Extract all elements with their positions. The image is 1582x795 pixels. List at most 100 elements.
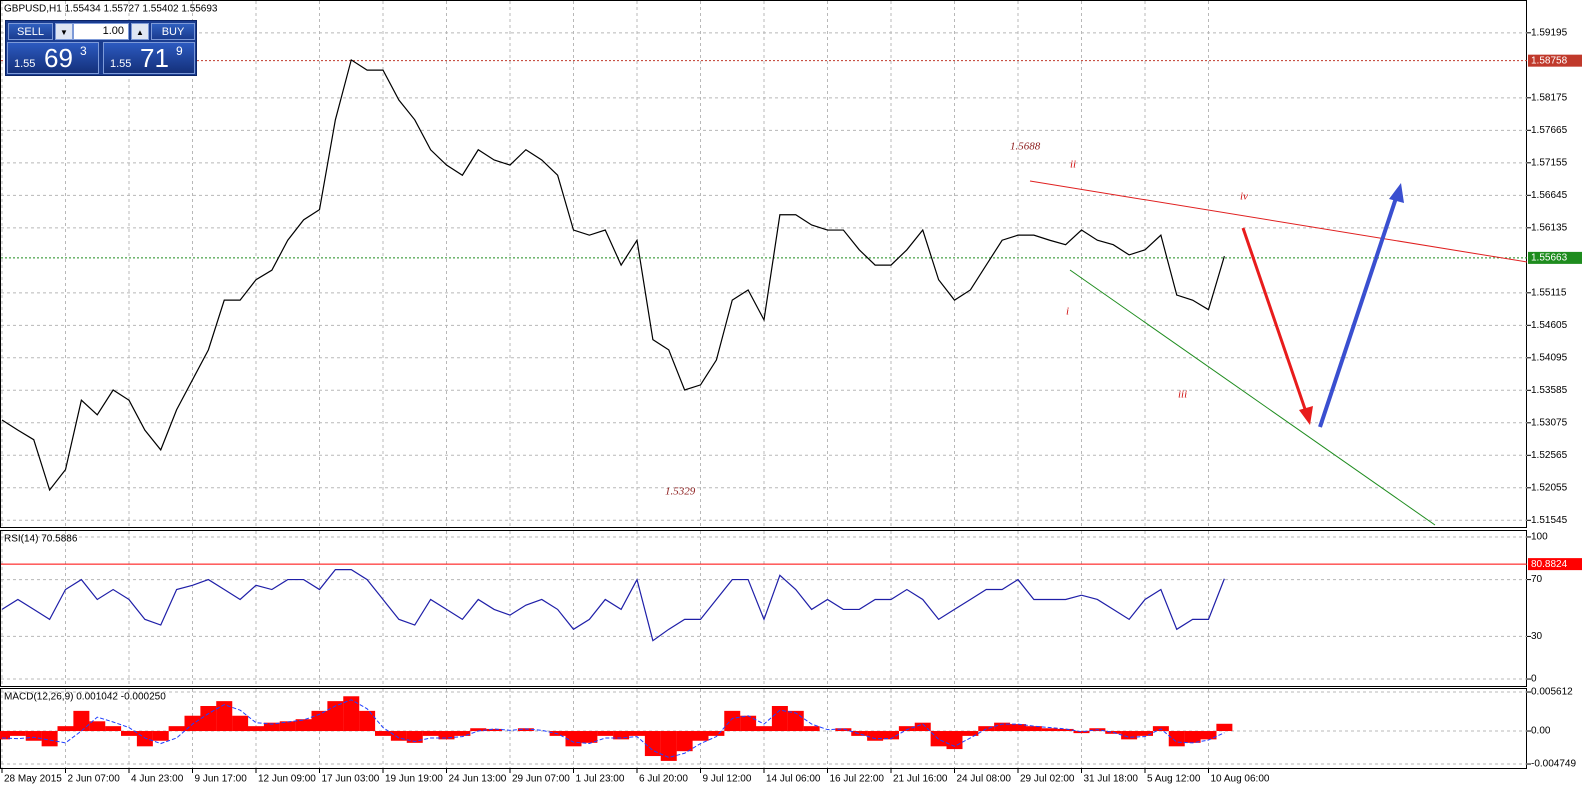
histogram-bar xyxy=(343,696,360,732)
y-tick-label: 1.54605 xyxy=(1531,320,1568,331)
sell-button[interactable]: SELL xyxy=(8,23,53,40)
macd-panel xyxy=(0,688,1527,769)
wave-annotation: iii xyxy=(1178,389,1187,401)
sell-sup: 3 xyxy=(80,44,87,58)
sell-quote[interactable]: 1.55 69 3 xyxy=(7,42,99,74)
x-tick-label: 6 Jul 20:00 xyxy=(639,774,688,785)
histogram-bar xyxy=(200,706,217,732)
y-tick-label: 1.59195 xyxy=(1531,27,1568,38)
y-tick-label: 1.56135 xyxy=(1531,222,1568,233)
buy-sup: 9 xyxy=(176,44,183,58)
wave-annotation: ii xyxy=(1070,159,1076,171)
histogram-bar xyxy=(629,731,645,736)
lot-input[interactable]: 1.00 xyxy=(73,23,129,40)
histogram-bar xyxy=(470,728,487,732)
histogram-bar xyxy=(216,701,233,732)
down-arrow xyxy=(1241,227,1308,413)
price-panel xyxy=(0,0,1527,528)
histogram-bar xyxy=(1010,724,1026,732)
histogram-bar xyxy=(867,731,884,741)
level-label: 80.8824 xyxy=(1531,559,1568,570)
histogram-bar xyxy=(692,731,709,741)
histogram-bar xyxy=(676,731,693,752)
buy-big: 71 xyxy=(140,43,169,73)
histogram-bar xyxy=(438,731,455,740)
x-tick-label: 29 Jul 02:00 xyxy=(1020,774,1075,785)
histogram-bar xyxy=(57,726,74,732)
histogram-bar xyxy=(1184,731,1201,743)
buy-quote[interactable]: 1.55 71 9 xyxy=(103,42,195,74)
histogram-bar xyxy=(89,721,106,732)
histogram-bar xyxy=(883,731,899,740)
histogram-bar xyxy=(168,726,185,732)
histogram-bar xyxy=(136,731,153,747)
y-tick-label: 1.53075 xyxy=(1531,417,1568,428)
sell-big: 69 xyxy=(44,43,73,73)
y-tick-label: 1.57665 xyxy=(1531,125,1568,136)
level-label-box xyxy=(1528,558,1582,571)
series-line xyxy=(1,569,1225,642)
histogram-bar xyxy=(581,731,598,743)
x-tick-label: 19 Jun 19:00 xyxy=(385,774,443,785)
histogram-bar xyxy=(1041,728,1058,732)
histogram-bar xyxy=(756,726,772,732)
histogram-bar xyxy=(248,726,264,732)
y-tick-label: 1.56645 xyxy=(1531,190,1568,201)
x-tick-label: 28 May 2015 xyxy=(4,774,62,785)
histogram-bar xyxy=(105,726,122,732)
histogram-bar xyxy=(597,731,614,736)
y-tick-label: 30 xyxy=(1531,631,1543,642)
series-line xyxy=(1,58,1225,492)
histogram-bar xyxy=(803,726,820,732)
panel-title: MACD(12,26,9) 0.001042 -0.000250 xyxy=(4,692,166,703)
wave-annotation: iv xyxy=(1240,191,1248,203)
histogram-bar xyxy=(613,731,630,740)
x-tick-label: 9 Jul 12:00 xyxy=(703,774,752,785)
rsi-panel xyxy=(0,530,1527,687)
down-arrow-head xyxy=(1299,406,1313,425)
y-tick-label: -0.004749 xyxy=(1531,759,1576,770)
x-tick-label: 16 Jul 22:00 xyxy=(830,774,885,785)
y-tick-label: 1.53585 xyxy=(1531,385,1568,396)
histogram-bar xyxy=(517,728,534,732)
x-tick-label: 9 Jun 17:00 xyxy=(195,774,248,785)
histogram-bar xyxy=(1216,723,1233,732)
x-tick-label: 31 Jul 18:00 xyxy=(1084,774,1139,785)
y-tick-label: 1.52055 xyxy=(1531,482,1568,493)
panel-title: RSI(14) 70.5886 xyxy=(4,534,78,545)
buy-button[interactable]: BUY xyxy=(151,23,195,40)
histogram-bar xyxy=(327,701,344,732)
histogram-bar xyxy=(724,710,741,732)
x-tick-label: 10 Aug 06:00 xyxy=(1211,774,1270,785)
histogram-bar xyxy=(25,731,42,741)
y-tick-label: 1.58175 xyxy=(1531,92,1568,103)
histogram-bar xyxy=(279,721,296,732)
histogram-bar xyxy=(0,731,10,740)
x-tick-label: 17 Jun 03:00 xyxy=(322,774,380,785)
histogram-bar xyxy=(740,715,757,732)
lot-dropdown[interactable]: ▼ xyxy=(55,23,73,40)
y-tick-label: 0.005612 xyxy=(1531,687,1573,698)
up-arrow xyxy=(1318,197,1398,428)
up-arrow-head xyxy=(1389,183,1404,203)
x-tick-label: 21 Jul 16:00 xyxy=(893,774,948,785)
histogram-bar xyxy=(295,719,312,732)
x-tick-label: 1 Jul 23:00 xyxy=(576,774,625,785)
histogram-bar xyxy=(1057,728,1074,732)
histogram-bar xyxy=(375,731,391,736)
histogram-bar xyxy=(994,722,1011,732)
x-tick-label: 2 Jun 07:00 xyxy=(68,774,121,785)
histogram-bar xyxy=(644,731,661,757)
histogram-bar xyxy=(41,731,58,747)
histogram-bar xyxy=(152,731,169,741)
histogram-bar xyxy=(406,731,423,743)
y-tick-label: 70 xyxy=(1531,574,1543,585)
level-label: 1.55663 xyxy=(1531,253,1568,264)
lot-up[interactable]: ▲ xyxy=(131,23,149,40)
histogram-bar xyxy=(1025,726,1042,732)
level-label-box xyxy=(1528,251,1582,264)
wave-annotation: 1.5688 xyxy=(1010,141,1041,153)
x-tick-label: 4 Jun 23:00 xyxy=(131,774,184,785)
